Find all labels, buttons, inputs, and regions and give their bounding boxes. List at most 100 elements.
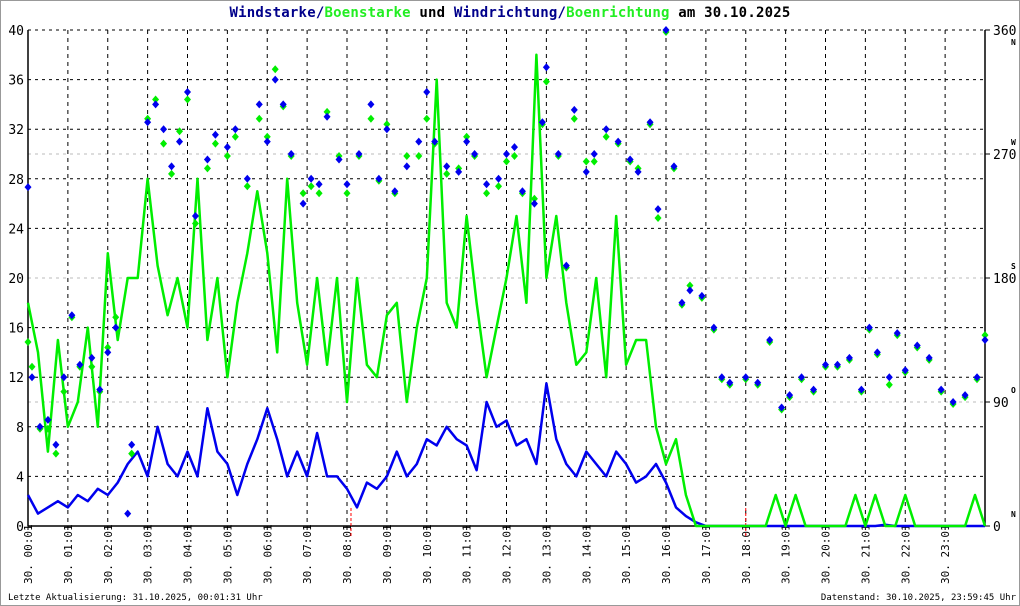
- x-tick-label: 30. 21:01: [859, 524, 872, 584]
- direction-point-windrichtung: [160, 125, 168, 134]
- last-update-text: Letzte Aktualisierung: 31.10.2025, 00:01…: [8, 593, 263, 603]
- direction-point-windrichtung: [798, 373, 806, 382]
- direction-point-windrichtung: [542, 63, 550, 72]
- title-gust-speed: Boenstarke: [324, 5, 411, 21]
- direction-point-windrichtung: [307, 174, 315, 183]
- direction-point-boenrichtung: [231, 132, 239, 141]
- direction-point-windrichtung: [614, 137, 622, 146]
- direction-point-windrichtung: [483, 180, 491, 189]
- x-tick-label: 30. 22:01: [899, 524, 912, 584]
- direction-point-windrichtung: [463, 137, 471, 146]
- direction-point-windrichtung: [530, 199, 538, 208]
- direction-point-windrichtung: [949, 398, 957, 406]
- direction-point-boenrichtung: [686, 281, 694, 290]
- direction-point-windrichtung: [28, 373, 36, 382]
- direction-point-windrichtung: [455, 167, 463, 176]
- direction-point-windrichtung: [973, 373, 981, 382]
- x-tick-label: 30. 07:01: [301, 524, 314, 584]
- x-tick-label: 30. 18:01: [740, 524, 753, 584]
- direction-point-boenrichtung: [415, 152, 423, 160]
- direction-point-windrichtung: [698, 291, 706, 300]
- direction-point-windrichtung: [678, 298, 686, 307]
- title-sep: /: [557, 5, 567, 21]
- direction-point-windrichtung: [833, 360, 841, 369]
- direction-point-windrichtung: [590, 150, 598, 158]
- direction-point-windrichtung: [634, 167, 642, 176]
- direction-point-windrichtung: [443, 162, 451, 171]
- direction-point-windrichtung: [255, 100, 263, 109]
- direction-point-windrichtung: [263, 137, 271, 146]
- direction-point-windrichtung: [662, 26, 670, 34]
- direction-point-windrichtung: [391, 187, 399, 196]
- x-tick-label: 30. 17:01: [700, 524, 713, 584]
- title-and: und: [410, 5, 454, 21]
- y-tick-label-right: 90: [993, 396, 1009, 411]
- direction-point-boenrichtung: [602, 132, 610, 141]
- direction-point-windrichtung: [168, 162, 176, 171]
- direction-point-boenrichtung: [184, 95, 191, 104]
- direction-point-windrichtung: [355, 150, 363, 158]
- data-state-text: Datenstand: 30.10.2025, 23:59:45 Uhr: [820, 593, 1016, 603]
- direction-point-boenrichtung: [24, 338, 32, 346]
- direction-point-boenrichtung: [463, 132, 471, 141]
- compass-label: W: [1011, 138, 1016, 147]
- direction-point-windrichtung: [925, 353, 933, 362]
- direction-point-boenrichtung: [582, 157, 590, 166]
- y-tick-label-left: 28: [8, 173, 24, 188]
- direction-point-boenrichtung: [423, 114, 431, 123]
- direction-point-boenrichtung: [243, 182, 251, 191]
- direction-point-windrichtung: [243, 174, 251, 183]
- direction-point-windrichtung: [726, 378, 734, 387]
- series-line-boenstarke: [26, 53, 987, 528]
- direction-point-windrichtung: [52, 440, 60, 449]
- direction-point-windrichtung: [518, 187, 526, 196]
- direction-point-windrichtung: [124, 509, 132, 518]
- compass-label: S: [1011, 262, 1016, 271]
- direction-point-windrichtung: [152, 100, 160, 109]
- direction-point-windrichtung: [602, 125, 610, 134]
- x-tick-label: 30. 12:01: [501, 524, 514, 584]
- direction-point-boenrichtung: [510, 152, 518, 160]
- direction-point-boenrichtung: [203, 164, 211, 173]
- x-tick-label: 30. 03:01: [142, 524, 155, 584]
- y-tick-label-left: 16: [8, 322, 24, 337]
- direction-point-windrichtung: [431, 137, 439, 146]
- y-tick-label-right: 360: [993, 24, 1016, 39]
- x-tick-label: 30. 09:01: [381, 524, 394, 584]
- direction-point-windrichtung: [191, 212, 199, 220]
- direction-point-windrichtung: [24, 183, 32, 192]
- x-tick-label: 30. 23:01: [939, 524, 952, 584]
- direction-point-boenrichtung: [271, 65, 279, 74]
- direction-point-boenrichtung: [981, 331, 989, 340]
- direction-point-windrichtung: [323, 112, 331, 121]
- direction-point-windrichtung: [885, 373, 893, 382]
- x-tick-label: 30. 16:01: [660, 524, 673, 584]
- title-sep: /: [315, 5, 325, 21]
- y-tick-label-right: 0: [993, 520, 1001, 535]
- direction-point-windrichtung: [383, 125, 391, 134]
- y-tick-label-left: 20: [8, 272, 24, 287]
- y-tick-label-left: 32: [8, 123, 24, 138]
- x-tick-label: 30. 19:01: [780, 524, 793, 584]
- direction-point-windrichtung: [570, 105, 578, 114]
- direction-point-boenrichtung: [299, 189, 307, 198]
- direction-point-boenrichtung: [383, 120, 391, 129]
- direction-point-boenrichtung: [343, 189, 351, 198]
- direction-point-windrichtung: [778, 403, 786, 412]
- direction-point-windrichtung: [176, 137, 184, 146]
- direction-point-windrichtung: [68, 311, 76, 320]
- direction-point-boenrichtung: [128, 449, 136, 458]
- direction-point-windrichtung: [670, 162, 678, 171]
- direction-point-windrichtung: [271, 75, 279, 84]
- direction-point-windrichtung: [857, 385, 865, 394]
- direction-point-windrichtung: [203, 155, 211, 164]
- compass-label: O: [1011, 386, 1016, 395]
- direction-point-boenrichtung: [315, 189, 323, 198]
- direction-point-boenrichtung: [104, 343, 112, 352]
- direction-point-windrichtung: [88, 353, 96, 362]
- direction-point-boenrichtung: [60, 387, 68, 396]
- direction-point-windrichtung: [981, 336, 989, 344]
- direction-point-boenrichtung: [112, 313, 120, 322]
- direction-point-boenrichtung: [307, 182, 315, 191]
